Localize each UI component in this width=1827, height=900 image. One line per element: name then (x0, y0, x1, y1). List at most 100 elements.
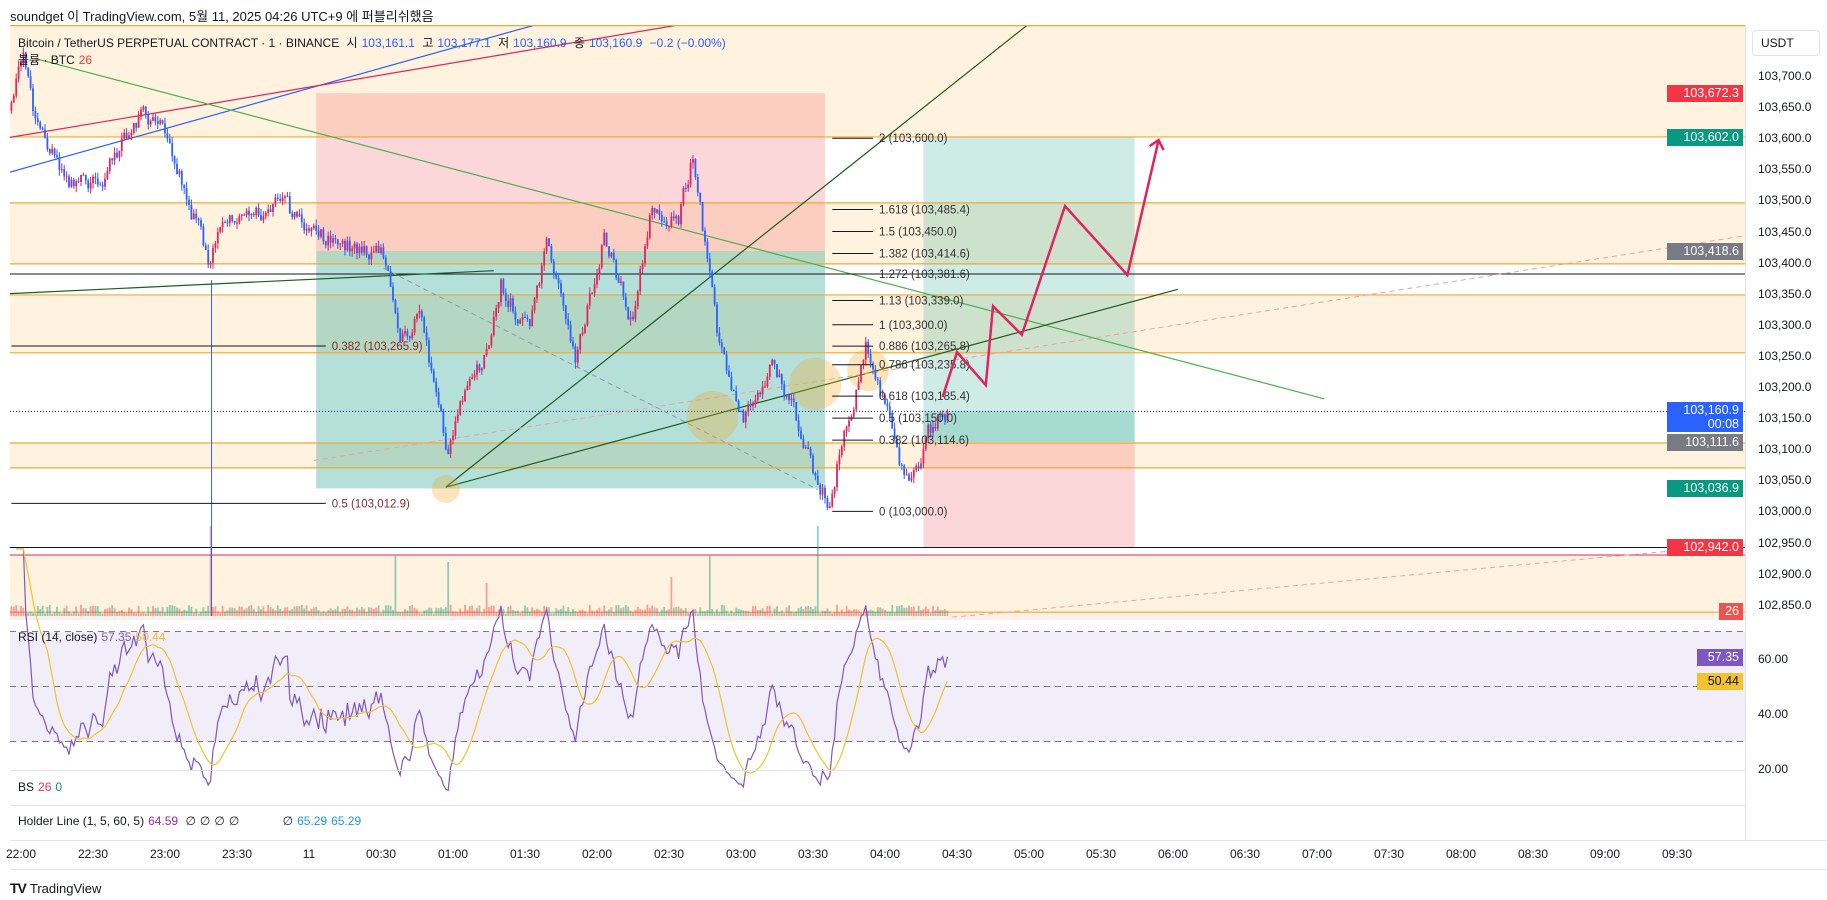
volume-bar (116, 612, 118, 616)
candle-body (677, 216, 680, 225)
candle-body (394, 300, 397, 314)
volume-bar (752, 606, 754, 616)
volume-bar (166, 606, 169, 616)
volume-bar (454, 611, 457, 616)
volume-bar (540, 611, 543, 616)
candles (10, 47, 949, 511)
volume-bar (411, 604, 414, 616)
candle-body (533, 298, 536, 311)
arrow-head-icon (1148, 138, 1165, 151)
volume-bar (327, 610, 330, 616)
volume-bar (396, 612, 399, 616)
volume-bar (348, 609, 351, 616)
symbol-legend[interactable]: Bitcoin / TetherUS PERPETUAL CONTRACT · … (18, 34, 730, 51)
candle-body (149, 120, 152, 125)
pane-divider[interactable] (10, 770, 1827, 771)
price-axis-label: 103,200.0 (1758, 380, 1812, 394)
candle-body (492, 316, 495, 336)
volume-bar (896, 606, 898, 616)
volume-bar (567, 607, 570, 616)
volume-bar (838, 612, 841, 616)
volume-bar (197, 613, 200, 616)
candle-body (898, 447, 901, 465)
candle-body (380, 247, 382, 253)
volume-bar (219, 612, 222, 616)
candle-body (272, 204, 274, 212)
candle-body (428, 340, 430, 363)
volume-bar (881, 608, 884, 616)
candle-body (152, 117, 154, 121)
candle-body (334, 238, 337, 240)
candle-body (339, 243, 342, 245)
volume-bar (773, 608, 776, 616)
candle-body (538, 283, 541, 286)
candle-body (84, 174, 87, 181)
candle-body (557, 278, 560, 284)
volume-bar (675, 607, 678, 616)
volume-legend[interactable]: 볼륨 · BTC 26 (18, 51, 96, 68)
candle-body (884, 395, 886, 404)
volume-bar (310, 608, 313, 616)
volume-bar (48, 604, 51, 616)
rsi-legend[interactable]: RSI (14, close) 57.35 50.44 (18, 630, 169, 644)
candle-body (905, 474, 908, 476)
highlight-circle (847, 349, 890, 392)
volume-bar (468, 606, 471, 616)
volume-bar (308, 611, 310, 616)
candle-body (264, 212, 267, 217)
price-axis[interactable] (1745, 26, 1827, 840)
candle-body (164, 123, 166, 134)
volume-bar (533, 610, 536, 616)
volume-bar (279, 608, 282, 616)
currency-selector[interactable]: USDT (1752, 30, 1820, 56)
candle-body (831, 493, 834, 507)
close-label: 종 (573, 36, 585, 50)
holder-line-legend[interactable]: Holder Line (1, 5, 60, 5) 64.59 ∅ ∅ ∅ ∅ ∅ 65.… (18, 814, 365, 828)
volume-bar (195, 608, 198, 616)
candle-body (915, 465, 918, 471)
pane-divider[interactable] (10, 840, 1827, 841)
volume-bar (132, 612, 135, 616)
candle-body (555, 273, 558, 279)
volume-bar (68, 611, 70, 616)
volume-bar (183, 609, 186, 616)
volume-bar (248, 606, 250, 616)
candle-body (130, 132, 133, 136)
volume-bar (276, 605, 279, 616)
volume-bar (720, 604, 723, 616)
holder-na: ∅ (228, 814, 240, 828)
candle-body (840, 446, 843, 456)
volume-bar (884, 610, 886, 616)
volume-bar (456, 612, 459, 616)
volume-bar (836, 604, 838, 616)
volume-bar (72, 611, 75, 616)
candle-body (68, 176, 70, 187)
candle-body (77, 181, 80, 183)
bs-value-2: 0 (55, 780, 63, 794)
volume-bar (932, 605, 934, 616)
volume-bar (413, 608, 416, 616)
volume-bar (274, 610, 277, 616)
candle-body (58, 157, 61, 170)
candle-body (920, 463, 922, 469)
volume-bar (89, 606, 92, 616)
candle-body (824, 487, 826, 499)
holder-na: ∅ (282, 814, 294, 828)
candle-body (200, 220, 202, 227)
volume-bar (336, 606, 339, 616)
time-axis-label: 05:00 (1013, 847, 1045, 861)
rsi-value: 57.35 (101, 630, 132, 644)
candle-body (694, 159, 697, 178)
candle-body (567, 319, 570, 325)
candle-body (17, 66, 20, 79)
candle-body (828, 506, 831, 509)
pane-divider[interactable] (10, 805, 1827, 806)
volume-bar (267, 604, 270, 616)
volume-bar (917, 605, 920, 616)
candle-body (214, 243, 217, 248)
bs-legend[interactable]: BS 26 0 (18, 780, 66, 794)
volume-bar (70, 613, 73, 616)
tradingview-logo[interactable]: TV TradingView (10, 880, 101, 896)
candle-body (240, 214, 243, 216)
